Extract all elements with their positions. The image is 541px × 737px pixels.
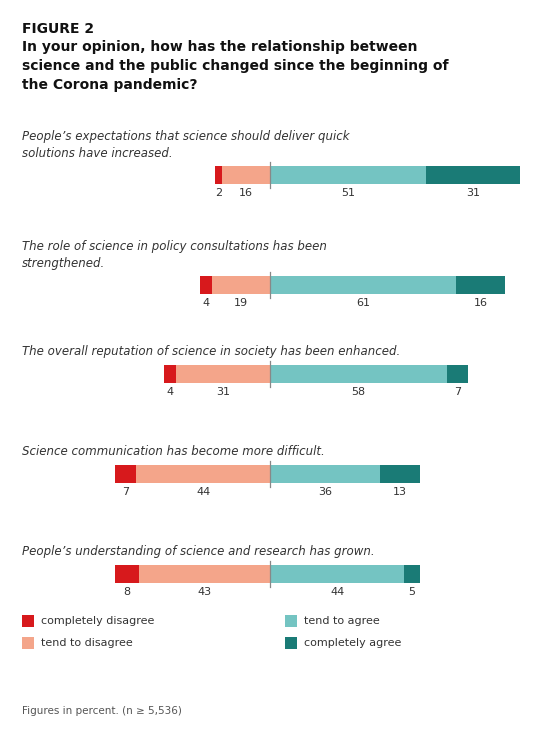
Bar (426, 166, 520, 184)
Bar (200, 276, 213, 294)
Text: 4: 4 (203, 298, 210, 308)
Bar (215, 166, 222, 184)
Text: 58: 58 (352, 387, 366, 397)
Bar (270, 365, 447, 383)
Bar (22, 637, 34, 649)
Text: tend to disagree: tend to disagree (41, 638, 133, 648)
Text: 31: 31 (216, 387, 230, 397)
Text: 36: 36 (318, 487, 332, 497)
Bar (285, 637, 297, 649)
Text: 31: 31 (466, 188, 480, 198)
Text: completely disagree: completely disagree (41, 616, 154, 626)
Text: FIGURE 2: FIGURE 2 (22, 22, 94, 36)
Text: The overall reputation of science in society has been enhanced.: The overall reputation of science in soc… (22, 345, 400, 358)
Text: 16: 16 (239, 188, 253, 198)
Bar (115, 565, 140, 583)
Text: 8: 8 (123, 587, 131, 597)
Text: People’s expectations that science should deliver quick
solutions have increased: People’s expectations that science shoul… (22, 130, 349, 159)
Bar (285, 615, 297, 627)
Bar (136, 465, 270, 483)
Bar (140, 565, 270, 583)
Bar (22, 615, 34, 627)
Bar (270, 465, 380, 483)
Bar (115, 465, 136, 483)
Text: 13: 13 (393, 487, 407, 497)
Text: Science communication has become more difficult.: Science communication has become more di… (22, 445, 325, 458)
Text: 51: 51 (341, 188, 355, 198)
Bar (176, 365, 270, 383)
Bar (213, 276, 270, 294)
Bar (222, 166, 270, 184)
Text: Figures in percent. (n ≥ 5,536): Figures in percent. (n ≥ 5,536) (22, 706, 182, 716)
Text: 19: 19 (234, 298, 248, 308)
Bar (270, 565, 404, 583)
Text: 7: 7 (454, 387, 461, 397)
Text: The role of science in policy consultations has been
strengthened.: The role of science in policy consultati… (22, 240, 327, 270)
Text: People’s understanding of science and research has grown.: People’s understanding of science and re… (22, 545, 374, 558)
Bar (447, 365, 468, 383)
Text: 4: 4 (166, 387, 173, 397)
Bar (456, 276, 505, 294)
Text: In your opinion, how has the relationship between
science and the public changed: In your opinion, how has the relationshi… (22, 40, 448, 92)
Text: 44: 44 (330, 587, 345, 597)
Bar (270, 166, 426, 184)
Bar (404, 565, 419, 583)
Text: tend to agree: tend to agree (304, 616, 380, 626)
Text: 2: 2 (215, 188, 222, 198)
Text: 7: 7 (122, 487, 129, 497)
Text: 61: 61 (356, 298, 370, 308)
Bar (380, 465, 419, 483)
Text: 44: 44 (196, 487, 210, 497)
Text: completely agree: completely agree (304, 638, 401, 648)
Text: 5: 5 (408, 587, 415, 597)
Text: 16: 16 (473, 298, 487, 308)
Text: 43: 43 (198, 587, 212, 597)
Bar (270, 276, 456, 294)
Bar (164, 365, 176, 383)
